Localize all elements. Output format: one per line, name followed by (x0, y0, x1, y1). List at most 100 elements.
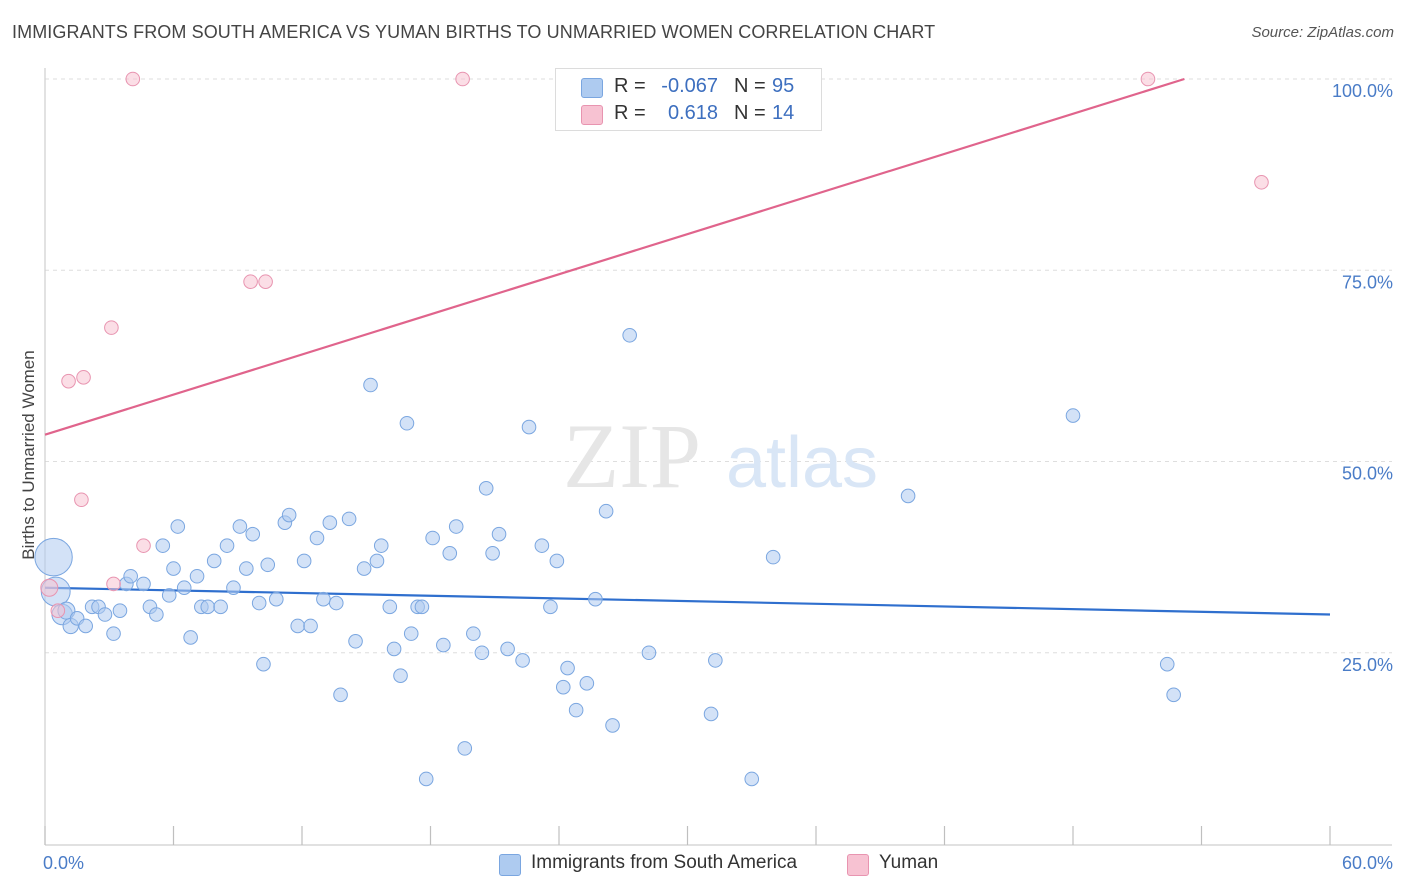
data-points (34, 71, 1269, 787)
data-point (213, 599, 228, 615)
series-swatch-yuman (581, 105, 603, 125)
data-point (579, 676, 595, 691)
data-point (125, 71, 141, 87)
data-point (588, 591, 603, 607)
y-tick-label: 50.0% (1342, 464, 1393, 484)
data-point (348, 633, 363, 649)
y-tick-label: 75.0% (1342, 272, 1393, 292)
legend-swatch-south-america (499, 854, 521, 876)
data-point (442, 546, 458, 561)
stats-row-yuman: R = 0.618 N = 14 (556, 102, 821, 128)
legend-swatch-yuman (847, 854, 869, 876)
y-axis-label: Births to Unmarried Women (19, 350, 38, 559)
data-point (226, 580, 241, 596)
data-point (256, 656, 271, 672)
data-point (303, 618, 318, 634)
y-tick-labels: 25.0% 50.0% 75.0% 100.0% (1332, 81, 1393, 675)
stats-row-south-america: R = -0.067 N = 95 (556, 75, 821, 101)
data-point (97, 607, 113, 622)
data-point (34, 537, 73, 577)
data-point (555, 679, 571, 695)
data-point (290, 618, 306, 634)
data-point (260, 557, 276, 573)
data-point (183, 630, 198, 645)
r-value: -0.067 (661, 75, 718, 97)
data-point (534, 538, 550, 553)
data-point (61, 373, 76, 389)
series-legend: Immigrants from South America Yuman (0, 852, 1406, 878)
data-point (900, 488, 916, 504)
watermark-atlas: atlas (726, 423, 878, 503)
data-point (50, 603, 66, 618)
data-point (560, 660, 575, 676)
data-point (386, 641, 402, 657)
chart-title: IMMIGRANTS FROM SOUTH AMERICA VS YUMAN B… (12, 22, 936, 42)
data-point (296, 553, 312, 569)
data-point (765, 549, 781, 565)
series-yuman-points (40, 71, 1269, 618)
n-label: N = (734, 102, 766, 124)
data-point (485, 546, 500, 561)
data-point (403, 626, 419, 641)
data-point (106, 576, 121, 592)
data-point (206, 553, 222, 569)
data-point (136, 576, 151, 592)
data-point (418, 771, 434, 787)
data-point (369, 553, 385, 569)
data-point (543, 599, 558, 615)
data-point (641, 645, 657, 661)
data-point (455, 71, 470, 87)
data-point (106, 626, 121, 641)
data-point (549, 553, 565, 569)
data-point (1254, 174, 1269, 190)
data-point (200, 599, 216, 615)
legend-label: Yuman (879, 852, 939, 873)
data-point (155, 538, 171, 553)
series-swatch-south-america (581, 78, 603, 98)
data-point (425, 530, 440, 546)
trend-lines (44, 77, 1331, 616)
data-point (76, 370, 91, 385)
data-point (363, 377, 378, 393)
watermark-zip: ZIP (563, 405, 701, 507)
r-label: R = (614, 102, 646, 124)
data-point (316, 591, 331, 607)
data-point (309, 530, 325, 546)
data-point (74, 492, 89, 508)
data-point (78, 618, 93, 634)
data-point (161, 588, 177, 603)
x-tick-label: 0.0% (43, 853, 84, 873)
x-tick-label: 60.0% (1342, 853, 1393, 873)
n-label: N = (734, 75, 766, 97)
data-point (474, 645, 490, 661)
n-value: 14 (772, 102, 795, 124)
data-point (515, 653, 530, 668)
data-point (1140, 71, 1156, 87)
data-point (243, 274, 258, 290)
r-value: 0.618 (667, 102, 718, 124)
data-point (40, 578, 59, 597)
x-tick-labels: 0.0% 60.0% (43, 853, 1393, 873)
y-tick-label: 25.0% (1342, 655, 1393, 675)
watermark: ZIP atlas (563, 405, 878, 507)
data-point (1159, 656, 1175, 672)
data-point (1065, 408, 1081, 423)
data-point (170, 519, 186, 534)
data-point (176, 580, 192, 596)
data-point (521, 419, 537, 435)
data-point (322, 515, 338, 531)
data-point (448, 519, 464, 534)
data-point (703, 706, 719, 722)
data-point (239, 561, 254, 576)
data-point (245, 526, 261, 542)
data-point (149, 607, 164, 622)
data-point (333, 687, 348, 703)
data-point (393, 668, 408, 684)
data-point (269, 591, 284, 607)
data-point (598, 503, 614, 519)
data-point (258, 274, 273, 290)
legend-label: Immigrants from South America (531, 852, 798, 873)
data-point (112, 603, 128, 618)
data-point (373, 538, 389, 553)
data-point (189, 568, 205, 584)
